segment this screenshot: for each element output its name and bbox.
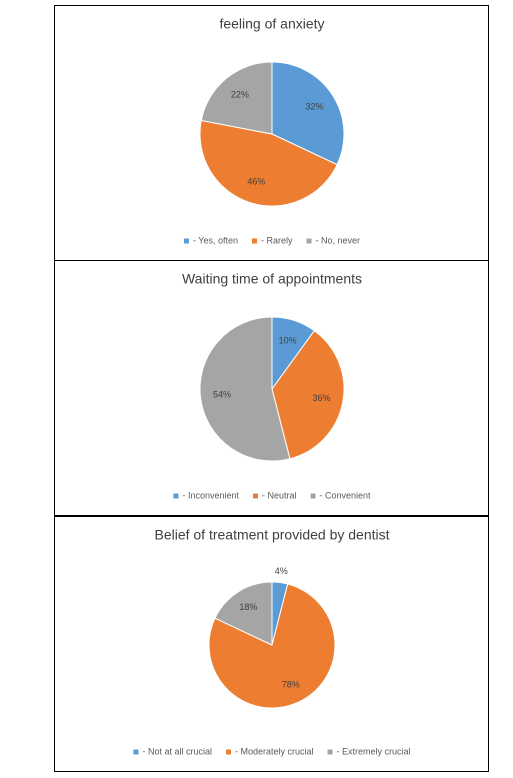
data-label: 4% (275, 566, 288, 576)
data-label: 46% (247, 176, 265, 186)
legend-marker (252, 238, 257, 244)
panel-frame (54, 516, 489, 772)
legend-marker (133, 749, 139, 755)
data-label: 18% (239, 602, 257, 612)
legend-label: - Yes, often (193, 235, 238, 245)
legend-label: - Moderately crucial (235, 746, 314, 756)
legend-label: - No, never (316, 235, 361, 245)
pie-slice (199, 316, 291, 462)
pie-slice (199, 119, 338, 207)
pie-slice (271, 61, 345, 166)
legend-marker (173, 493, 179, 499)
legend-marker (253, 493, 258, 499)
legend-label: - Inconvenient (182, 490, 239, 500)
legend-label: - Neutral (262, 490, 297, 500)
legend-label: - Convenient (320, 490, 372, 500)
legend-label: - Rarely (261, 235, 293, 245)
pie-slice (200, 61, 273, 135)
chart-title: feeling of anxiety (219, 16, 324, 32)
data-label: 32% (306, 101, 324, 111)
panel-frame (54, 260, 489, 516)
data-label: 36% (312, 393, 330, 403)
legend-marker (306, 238, 312, 244)
data-label: 78% (282, 679, 300, 689)
data-label: 22% (231, 90, 249, 100)
legend-marker (310, 493, 316, 499)
chart-title: Belief of treatment provided by dentist (154, 527, 389, 543)
data-label: 10% (279, 335, 297, 345)
chart-title: Waiting time of appointments (182, 271, 362, 287)
pie-slice (271, 330, 345, 460)
pie-slice (214, 581, 273, 646)
legend-marker (225, 749, 231, 755)
legend-label: - Extremely crucial (337, 746, 411, 756)
data-label: 54% (213, 390, 231, 400)
legend-marker (183, 238, 189, 244)
legend-label: - Not at all crucial (142, 746, 212, 756)
legend-marker (327, 749, 333, 755)
pie-slice (208, 583, 336, 709)
